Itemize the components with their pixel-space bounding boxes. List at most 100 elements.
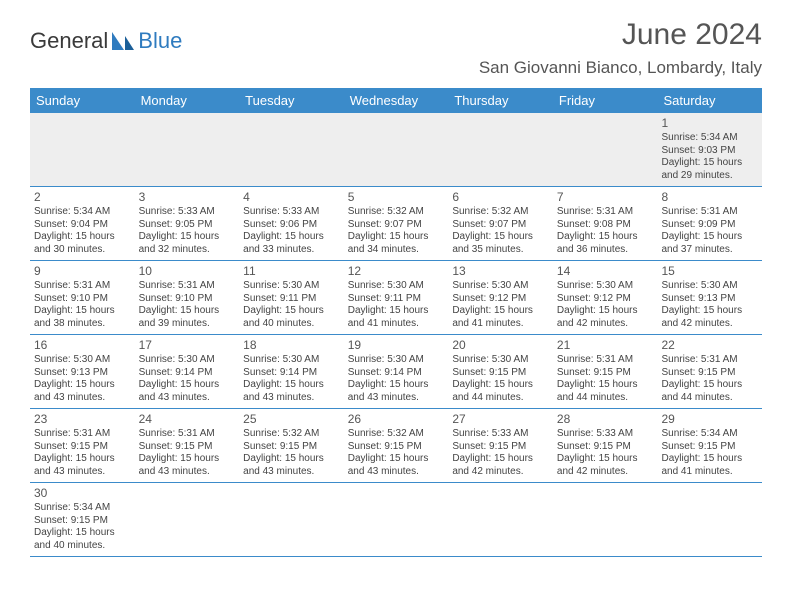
day-number: 12 <box>348 264 445 279</box>
sunrise-line: Sunrise: 5:32 AM <box>348 428 445 441</box>
day-cell: 23Sunrise: 5:31 AMSunset: 9:15 PMDayligh… <box>30 409 135 482</box>
daylight-line: Daylight: 15 hours and 41 minutes. <box>348 305 445 330</box>
day-number: 24 <box>139 412 236 427</box>
daylight-line: Daylight: 15 hours and 36 minutes. <box>557 231 654 256</box>
daylight-line: Daylight: 15 hours and 35 minutes. <box>452 231 549 256</box>
daylight-line: Daylight: 15 hours and 43 minutes. <box>139 453 236 478</box>
day-cell: 4Sunrise: 5:33 AMSunset: 9:06 PMDaylight… <box>239 187 344 260</box>
daylight-line: Daylight: 15 hours and 42 minutes. <box>557 305 654 330</box>
daylight-line: Daylight: 15 hours and 42 minutes. <box>661 305 758 330</box>
day-number: 5 <box>348 190 445 205</box>
sunset-line: Sunset: 9:14 PM <box>348 367 445 380</box>
day-header: Tuesday <box>239 88 344 113</box>
sunrise-line: Sunrise: 5:33 AM <box>452 428 549 441</box>
day-number: 28 <box>557 412 654 427</box>
sunset-line: Sunset: 9:15 PM <box>661 367 758 380</box>
sunset-line: Sunset: 9:08 PM <box>557 219 654 232</box>
daylight-line: Daylight: 15 hours and 43 minutes. <box>348 379 445 404</box>
sunrise-line: Sunrise: 5:31 AM <box>557 206 654 219</box>
empty-cell <box>239 113 344 186</box>
daylight-line: Daylight: 15 hours and 43 minutes. <box>34 453 131 478</box>
sunrise-line: Sunrise: 5:30 AM <box>243 280 340 293</box>
sunrise-line: Sunrise: 5:30 AM <box>34 354 131 367</box>
day-cell: 30Sunrise: 5:34 AMSunset: 9:15 PMDayligh… <box>30 483 135 556</box>
sunset-line: Sunset: 9:15 PM <box>139 441 236 454</box>
daylight-line: Daylight: 15 hours and 34 minutes. <box>348 231 445 256</box>
daylight-line: Daylight: 15 hours and 43 minutes. <box>243 453 340 478</box>
day-number: 21 <box>557 338 654 353</box>
day-cell: 21Sunrise: 5:31 AMSunset: 9:15 PMDayligh… <box>553 335 658 408</box>
day-cell: 16Sunrise: 5:30 AMSunset: 9:13 PMDayligh… <box>30 335 135 408</box>
daylight-line: Daylight: 15 hours and 43 minutes. <box>243 379 340 404</box>
day-cell: 27Sunrise: 5:33 AMSunset: 9:15 PMDayligh… <box>448 409 553 482</box>
daylight-line: Daylight: 15 hours and 43 minutes. <box>348 453 445 478</box>
sunrise-line: Sunrise: 5:30 AM <box>452 280 549 293</box>
day-cell: 18Sunrise: 5:30 AMSunset: 9:14 PMDayligh… <box>239 335 344 408</box>
day-cell: 24Sunrise: 5:31 AMSunset: 9:15 PMDayligh… <box>135 409 240 482</box>
day-cell: 22Sunrise: 5:31 AMSunset: 9:15 PMDayligh… <box>657 335 762 408</box>
day-number: 16 <box>34 338 131 353</box>
sunset-line: Sunset: 9:13 PM <box>34 367 131 380</box>
sunrise-line: Sunrise: 5:30 AM <box>452 354 549 367</box>
empty-cell <box>30 113 135 186</box>
empty-cell <box>553 113 658 186</box>
sunrise-line: Sunrise: 5:30 AM <box>348 280 445 293</box>
day-number: 22 <box>661 338 758 353</box>
sunset-line: Sunset: 9:11 PM <box>348 293 445 306</box>
day-cell: 2Sunrise: 5:34 AMSunset: 9:04 PMDaylight… <box>30 187 135 260</box>
daylight-line: Daylight: 15 hours and 32 minutes. <box>139 231 236 256</box>
day-cell: 20Sunrise: 5:30 AMSunset: 9:15 PMDayligh… <box>448 335 553 408</box>
day-header: Friday <box>553 88 658 113</box>
sunrise-line: Sunrise: 5:31 AM <box>557 354 654 367</box>
sunset-line: Sunset: 9:03 PM <box>661 145 758 158</box>
day-number: 1 <box>661 116 758 131</box>
day-cell: 26Sunrise: 5:32 AMSunset: 9:15 PMDayligh… <box>344 409 449 482</box>
sunrise-line: Sunrise: 5:30 AM <box>661 280 758 293</box>
sunset-line: Sunset: 9:11 PM <box>243 293 340 306</box>
sunset-line: Sunset: 9:13 PM <box>661 293 758 306</box>
daylight-line: Daylight: 15 hours and 33 minutes. <box>243 231 340 256</box>
daylight-line: Daylight: 15 hours and 39 minutes. <box>139 305 236 330</box>
sunset-line: Sunset: 9:12 PM <box>557 293 654 306</box>
day-cell: 8Sunrise: 5:31 AMSunset: 9:09 PMDaylight… <box>657 187 762 260</box>
week-row: 2Sunrise: 5:34 AMSunset: 9:04 PMDaylight… <box>30 187 762 261</box>
daylight-line: Daylight: 15 hours and 43 minutes. <box>139 379 236 404</box>
day-number: 13 <box>452 264 549 279</box>
sunset-line: Sunset: 9:15 PM <box>557 367 654 380</box>
daylight-line: Daylight: 15 hours and 44 minutes. <box>661 379 758 404</box>
week-row: 30Sunrise: 5:34 AMSunset: 9:15 PMDayligh… <box>30 483 762 557</box>
day-cell: 28Sunrise: 5:33 AMSunset: 9:15 PMDayligh… <box>553 409 658 482</box>
sunrise-line: Sunrise: 5:31 AM <box>139 280 236 293</box>
logo-sail-icon <box>110 30 136 52</box>
logo-text-1: General <box>30 28 108 54</box>
sunset-line: Sunset: 9:06 PM <box>243 219 340 232</box>
header: General Blue June 2024 San Giovanni Bian… <box>0 0 792 78</box>
day-cell: 25Sunrise: 5:32 AMSunset: 9:15 PMDayligh… <box>239 409 344 482</box>
week-row: 16Sunrise: 5:30 AMSunset: 9:13 PMDayligh… <box>30 335 762 409</box>
day-number: 25 <box>243 412 340 427</box>
daylight-line: Daylight: 15 hours and 42 minutes. <box>452 453 549 478</box>
day-number: 4 <box>243 190 340 205</box>
sunset-line: Sunset: 9:12 PM <box>452 293 549 306</box>
day-header: Thursday <box>448 88 553 113</box>
sunrise-line: Sunrise: 5:33 AM <box>243 206 340 219</box>
sunset-line: Sunset: 9:15 PM <box>34 515 131 528</box>
sunrise-line: Sunrise: 5:33 AM <box>139 206 236 219</box>
day-cell: 5Sunrise: 5:32 AMSunset: 9:07 PMDaylight… <box>344 187 449 260</box>
day-number: 20 <box>452 338 549 353</box>
day-cell: 1Sunrise: 5:34 AMSunset: 9:03 PMDaylight… <box>657 113 762 186</box>
sunrise-line: Sunrise: 5:30 AM <box>348 354 445 367</box>
day-cell: 11Sunrise: 5:30 AMSunset: 9:11 PMDayligh… <box>239 261 344 334</box>
sunrise-line: Sunrise: 5:30 AM <box>243 354 340 367</box>
day-cell: 3Sunrise: 5:33 AMSunset: 9:05 PMDaylight… <box>135 187 240 260</box>
day-cell: 29Sunrise: 5:34 AMSunset: 9:15 PMDayligh… <box>657 409 762 482</box>
logo: General Blue <box>30 28 182 54</box>
sunset-line: Sunset: 9:15 PM <box>34 441 131 454</box>
title-block: June 2024 San Giovanni Bianco, Lombardy,… <box>479 18 762 78</box>
day-number: 30 <box>34 486 131 501</box>
sunset-line: Sunset: 9:10 PM <box>34 293 131 306</box>
sunrise-line: Sunrise: 5:31 AM <box>139 428 236 441</box>
day-cell: 14Sunrise: 5:30 AMSunset: 9:12 PMDayligh… <box>553 261 658 334</box>
day-number: 17 <box>139 338 236 353</box>
calendar-body: 1Sunrise: 5:34 AMSunset: 9:03 PMDaylight… <box>30 113 762 557</box>
